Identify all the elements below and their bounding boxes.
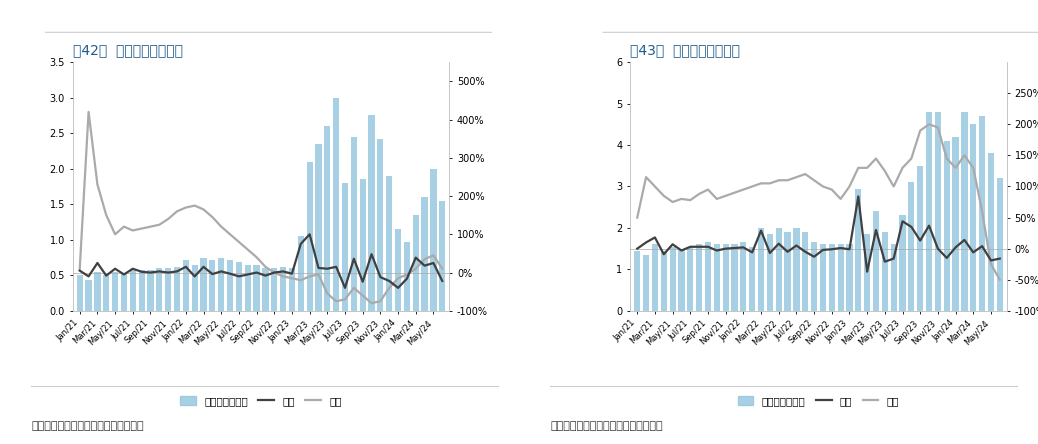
Bar	[891, 245, 897, 311]
Bar	[696, 245, 703, 311]
Bar	[421, 197, 428, 311]
Text: 图42：  浙江省逆变器出口: 图42： 浙江省逆变器出口	[73, 43, 183, 57]
Bar	[263, 268, 269, 311]
Bar	[926, 112, 932, 311]
Bar	[908, 182, 914, 311]
Bar	[634, 251, 640, 311]
Bar	[899, 215, 905, 311]
Bar	[298, 236, 304, 311]
Bar	[918, 166, 923, 311]
Bar	[881, 232, 887, 311]
Bar	[157, 268, 162, 311]
Bar	[147, 270, 154, 311]
Bar	[758, 228, 764, 311]
Bar	[785, 232, 791, 311]
Bar	[404, 242, 410, 311]
Bar	[828, 245, 835, 311]
Bar	[200, 258, 207, 311]
Bar	[714, 245, 720, 311]
Bar	[351, 137, 357, 311]
Bar	[165, 268, 171, 311]
Bar	[333, 98, 339, 311]
Bar	[820, 244, 826, 311]
Bar	[431, 169, 437, 311]
Bar	[944, 141, 950, 311]
Bar	[368, 115, 375, 311]
Text: 数据来源：海关总署，东吴证券研究所: 数据来源：海关总署，东吴证券研究所	[31, 420, 144, 431]
Bar	[802, 232, 809, 311]
Bar	[103, 275, 109, 311]
Bar	[306, 162, 312, 311]
Bar	[767, 234, 773, 311]
Bar	[192, 265, 198, 311]
Bar	[183, 260, 189, 311]
Text: 图43：  广东省逆变器出口: 图43： 广东省逆变器出口	[630, 43, 740, 57]
Bar	[961, 112, 967, 311]
Bar	[979, 116, 985, 311]
Bar	[253, 265, 260, 311]
Bar	[130, 270, 136, 311]
Bar	[996, 178, 1003, 311]
Bar	[77, 275, 83, 311]
Bar	[386, 176, 392, 311]
Bar	[864, 234, 870, 311]
Bar	[85, 280, 91, 311]
Bar	[660, 251, 666, 311]
Bar	[342, 183, 348, 311]
Bar	[846, 245, 852, 311]
Bar	[935, 112, 941, 311]
Text: 数据来源：海关总署，东吴证券研究所: 数据来源：海关总署，东吴证券研究所	[550, 420, 663, 431]
Bar	[643, 255, 649, 311]
Bar	[740, 242, 746, 311]
Bar	[732, 244, 738, 311]
Bar	[359, 179, 365, 311]
Bar	[811, 242, 817, 311]
Bar	[838, 244, 844, 311]
Bar	[94, 272, 101, 311]
Bar	[316, 144, 322, 311]
Bar	[271, 268, 277, 311]
Bar	[722, 245, 729, 311]
Bar	[687, 246, 693, 311]
Bar	[953, 137, 959, 311]
Bar	[855, 189, 862, 311]
Bar	[236, 262, 242, 311]
Bar	[670, 246, 676, 311]
Legend: 金额（亿美元）, 环比, 同比: 金额（亿美元）, 环比, 同比	[176, 392, 346, 410]
Bar	[280, 267, 286, 311]
Bar	[679, 249, 684, 311]
Bar	[793, 228, 799, 311]
Bar	[988, 153, 994, 311]
Legend: 金额（亿美元）, 环比, 同比: 金额（亿美元）, 环比, 同比	[734, 392, 903, 410]
Bar	[775, 228, 782, 311]
Bar	[174, 267, 181, 311]
Bar	[705, 242, 711, 311]
Bar	[971, 124, 977, 311]
Bar	[112, 272, 118, 311]
Bar	[652, 245, 658, 311]
Bar	[873, 211, 879, 311]
Bar	[377, 139, 383, 311]
Bar	[218, 258, 224, 311]
Bar	[210, 260, 216, 311]
Bar	[749, 246, 756, 311]
Bar	[245, 265, 251, 311]
Bar	[227, 260, 234, 311]
Bar	[439, 201, 445, 311]
Bar	[324, 126, 330, 311]
Bar	[413, 215, 419, 311]
Bar	[289, 268, 295, 311]
Bar	[395, 229, 401, 311]
Bar	[138, 270, 144, 311]
Bar	[120, 274, 127, 311]
